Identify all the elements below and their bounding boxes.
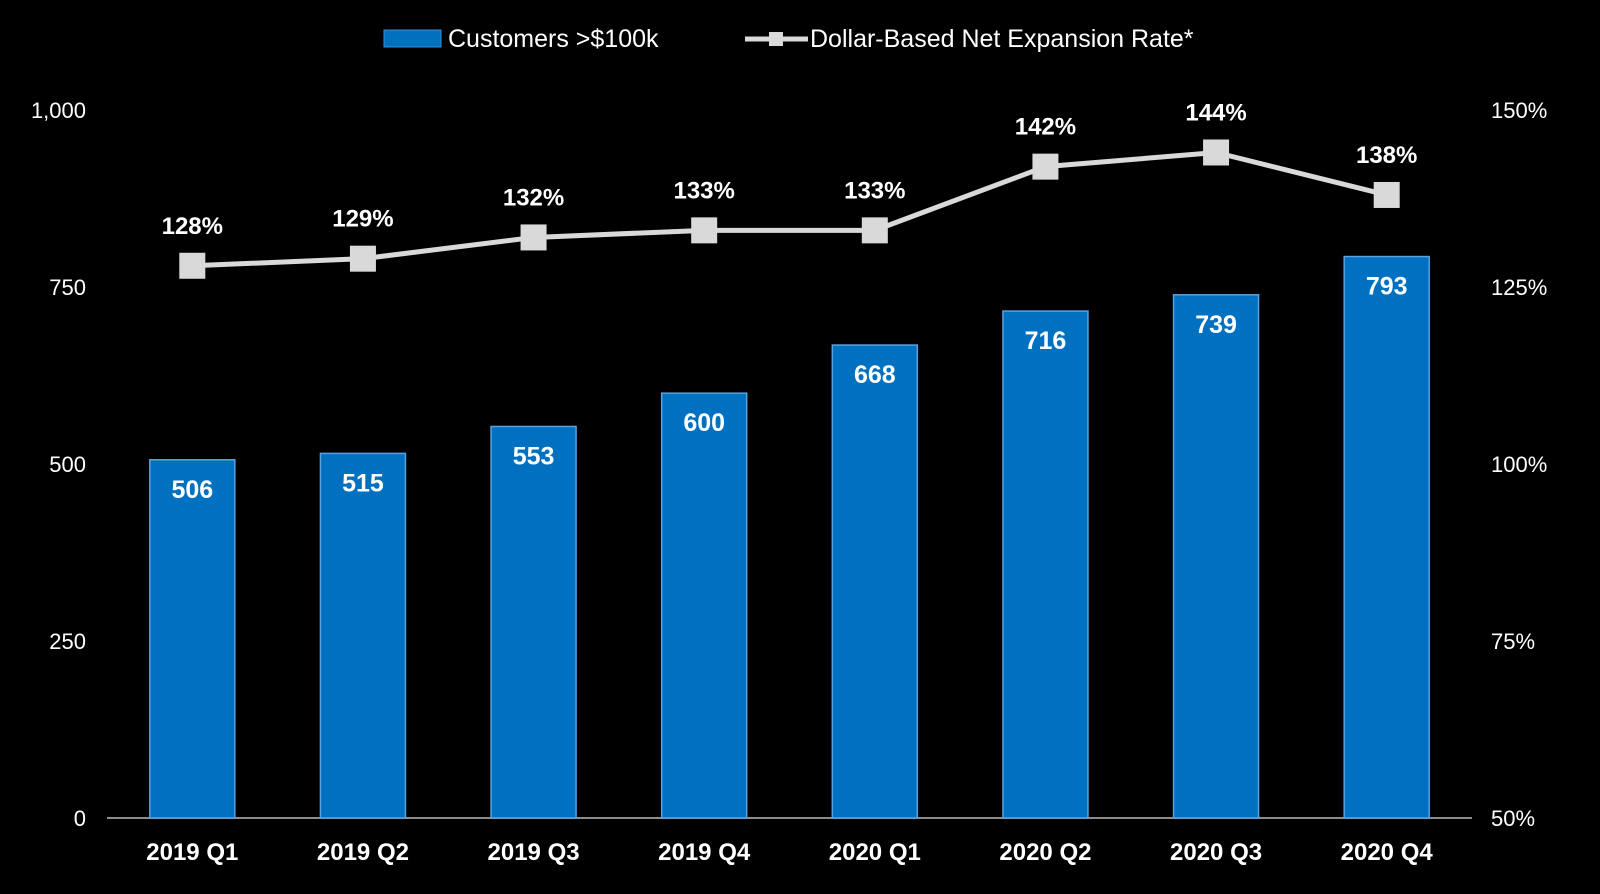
line-data-label: 128%: [162, 213, 223, 240]
line-data-label: 133%: [844, 177, 905, 204]
bar-customers: [1343, 255, 1430, 819]
line-point-marker: [691, 217, 718, 244]
bar-data-label: 600: [683, 409, 725, 437]
bar-data-label: 739: [1195, 311, 1237, 339]
line-point-marker: [179, 252, 206, 279]
bar-data-label: 506: [171, 476, 213, 504]
y-right-tick-label: 125%: [1491, 275, 1547, 300]
bar-data-label: 793: [1366, 273, 1408, 301]
y-right-tick-label: 100%: [1491, 452, 1547, 477]
line-point-marker: [349, 245, 376, 272]
y-left-tick-label: 1,000: [31, 98, 86, 123]
legend-label-customers: Customers >$100k: [448, 25, 659, 53]
x-tick-label: 2020 Q1: [829, 839, 921, 866]
bar-customers: [1172, 294, 1260, 819]
line-point-marker: [861, 217, 888, 244]
y-right-tick-label: 75%: [1491, 629, 1535, 654]
x-tick-label: 2020 Q2: [999, 839, 1091, 866]
line-data-label: 138%: [1356, 142, 1417, 169]
bar-customers: [149, 459, 236, 819]
line-data-label: 129%: [332, 206, 393, 233]
bar-data-label: 668: [854, 361, 896, 389]
line-data-label: 132%: [503, 184, 564, 211]
line-data-label: 144%: [1185, 99, 1246, 126]
bar-customers: [831, 344, 919, 819]
x-tick-label: 2019 Q2: [317, 839, 409, 866]
legend-label-expansion: Dollar-Based Net Expansion Rate*: [810, 25, 1194, 53]
bar-data-label: 716: [1025, 327, 1067, 355]
x-tick-label: 2020 Q4: [1341, 839, 1434, 866]
legend: Customers >$100k Dollar-Based Net Expans…: [383, 25, 1194, 53]
legend-marker-expansion: [769, 32, 783, 46]
line-point-marker: [1032, 153, 1059, 180]
bar-customers: [319, 452, 407, 819]
bar-customers: [1002, 310, 1089, 819]
bar-customers: [490, 425, 577, 819]
bar-data-label: 515: [342, 469, 384, 497]
line-point-marker: [1203, 139, 1230, 166]
x-tick-label: 2019 Q3: [488, 839, 580, 866]
line-point-marker: [1373, 181, 1400, 208]
y-right-tick-label: 150%: [1491, 98, 1547, 123]
y-left-tick-label: 500: [49, 452, 86, 477]
y-left-tick-label: 0: [74, 806, 86, 831]
y-right-tick-label: 50%: [1491, 806, 1535, 831]
legend-swatch-customers: [383, 29, 442, 48]
x-tick-label: 2020 Q3: [1170, 839, 1262, 866]
line-point-marker: [520, 224, 547, 251]
line-data-label: 142%: [1015, 114, 1076, 141]
line-expansion-rate: [192, 149, 1388, 269]
x-tick-label: 2019 Q4: [658, 839, 751, 866]
y-left-tick-label: 250: [49, 629, 86, 654]
bar-data-label: 553: [513, 442, 555, 470]
y-left-tick-label: 750: [49, 275, 86, 300]
bar-customers: [660, 392, 748, 819]
x-tick-label: 2019 Q1: [146, 839, 238, 866]
line-data-label: 133%: [673, 177, 734, 204]
